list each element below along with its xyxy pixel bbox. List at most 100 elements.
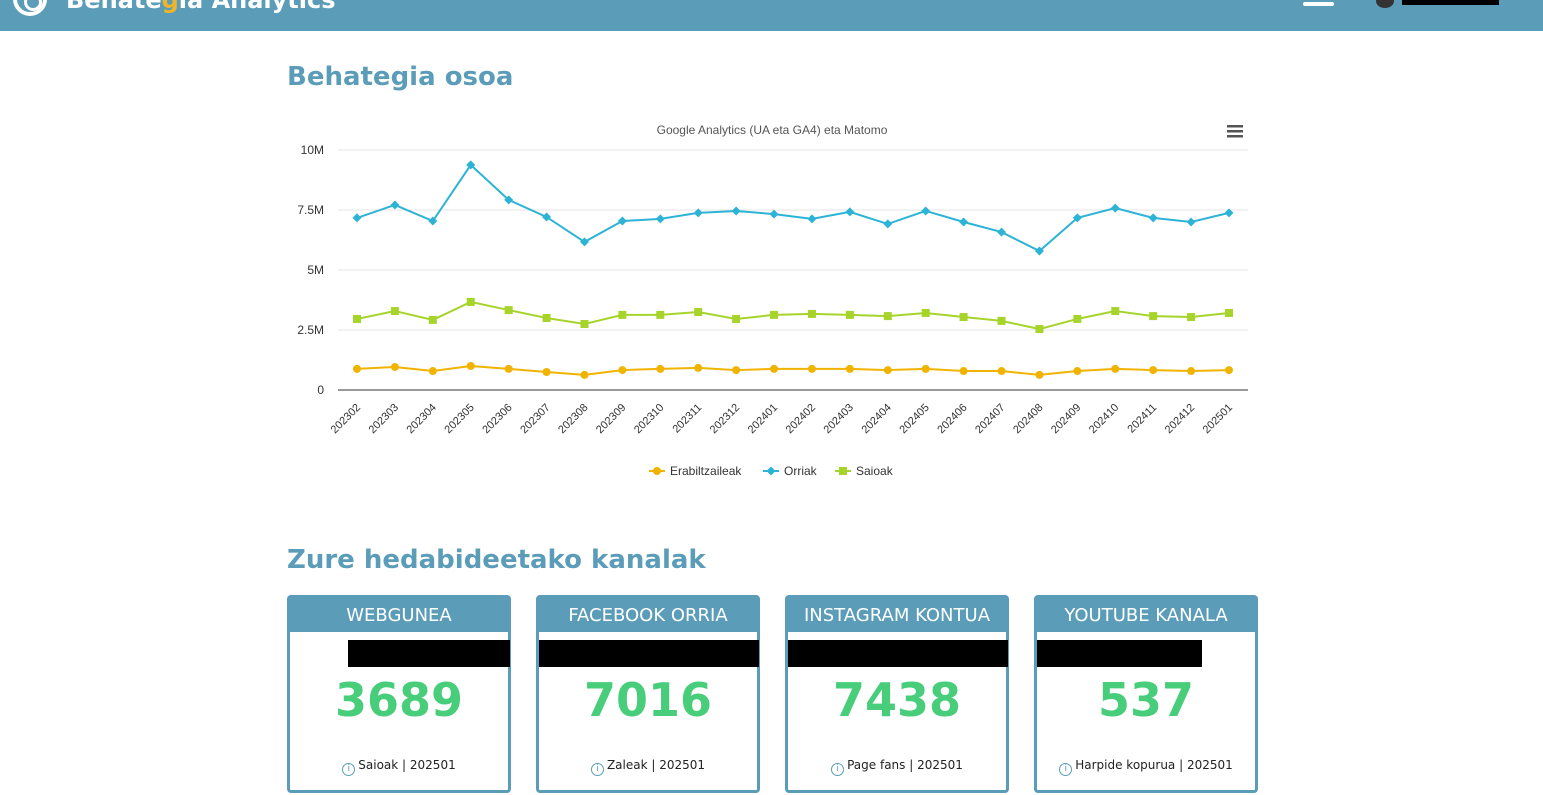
data-point[interactable]: [428, 216, 438, 226]
legend-marker[interactable]: [653, 467, 661, 475]
data-point[interactable]: [353, 364, 361, 373]
chart-menu-icon[interactable]: [1227, 135, 1243, 138]
data-point[interactable]: [1035, 370, 1044, 379]
info-icon[interactable]: i: [831, 763, 845, 776]
data-point[interactable]: [807, 309, 816, 318]
data-point[interactable]: [1149, 366, 1158, 375]
data-point[interactable]: [769, 209, 779, 219]
data-point[interactable]: [466, 160, 476, 170]
data-point[interactable]: [1111, 307, 1120, 316]
data-point[interactable]: [618, 366, 627, 375]
data-point[interactable]: [693, 208, 703, 218]
redacted-name: [1037, 640, 1202, 667]
chart-menu-icon[interactable]: [1227, 125, 1243, 128]
legend-item[interactable]: Saioak: [856, 464, 894, 478]
data-point[interactable]: [579, 237, 589, 247]
data-point[interactable]: [390, 200, 400, 210]
data-point[interactable]: [959, 313, 968, 322]
data-point[interactable]: [845, 364, 854, 373]
data-point[interactable]: [1187, 313, 1196, 322]
info-icon[interactable]: i: [590, 763, 604, 776]
data-point[interactable]: [390, 362, 399, 371]
x-tick-label: 202309: [594, 402, 628, 436]
data-point[interactable]: [731, 206, 741, 216]
user-icon[interactable]: [1376, 0, 1394, 8]
data-point[interactable]: [694, 308, 703, 316]
data-point[interactable]: [1186, 217, 1196, 227]
channel-card[interactable]: YOUTUBE KANALA 537 i Harpide kopurua | 20…: [1034, 595, 1258, 793]
data-point[interactable]: [1035, 325, 1044, 334]
data-point[interactable]: [997, 227, 1007, 237]
data-point[interactable]: [580, 370, 589, 379]
data-point[interactable]: [1224, 208, 1234, 218]
data-point[interactable]: [656, 364, 665, 373]
x-tick-label: 202312: [708, 402, 742, 436]
data-point[interactable]: [466, 362, 475, 370]
data-point[interactable]: [542, 368, 551, 376]
data-point[interactable]: [504, 306, 513, 315]
data-point[interactable]: [617, 216, 627, 226]
channel-card[interactable]: WEBGUNEA 3689 i Saioak | 202501: [287, 595, 511, 793]
data-point[interactable]: [959, 217, 969, 227]
data-point[interactable]: [883, 366, 892, 375]
data-point[interactable]: [1110, 203, 1120, 213]
data-point[interactable]: [845, 310, 854, 319]
data-point[interactable]: [504, 364, 513, 373]
info-icon[interactable]: i: [342, 763, 356, 776]
data-point[interactable]: [618, 310, 627, 319]
legend-marker[interactable]: [839, 467, 847, 475]
data-point[interactable]: [883, 312, 892, 321]
data-point[interactable]: [390, 307, 399, 316]
data-point[interactable]: [466, 297, 475, 306]
legend-item[interactable]: Erabiltzaileak: [670, 464, 742, 478]
data-point[interactable]: [504, 195, 514, 205]
info-icon[interactable]: i: [1059, 763, 1073, 776]
channel-card[interactable]: INSTAGRAM KONTUA 7438 i Page fans | 20250…: [785, 595, 1009, 793]
data-point[interactable]: [921, 364, 930, 373]
brand-title[interactable]: Behategia Analytics: [66, 0, 336, 14]
data-point[interactable]: [770, 310, 779, 319]
channel-card[interactable]: FACEBOOK ORRIA 7016 i Zaleak | 202501: [536, 595, 760, 793]
data-point[interactable]: [1111, 364, 1120, 373]
data-point[interactable]: [807, 214, 817, 224]
data-point[interactable]: [656, 310, 665, 319]
data-point[interactable]: [694, 363, 703, 372]
data-point[interactable]: [807, 364, 816, 373]
data-point[interactable]: [542, 314, 551, 322]
data-point[interactable]: [883, 219, 893, 229]
data-point[interactable]: [1034, 246, 1044, 256]
data-point[interactable]: [1149, 312, 1158, 321]
legend-marker[interactable]: [766, 466, 776, 476]
data-point[interactable]: [997, 316, 1006, 325]
data-point[interactable]: [732, 314, 741, 323]
data-point[interactable]: [1073, 367, 1082, 376]
data-point[interactable]: [542, 212, 552, 222]
chart-menu-icon[interactable]: [1227, 130, 1243, 133]
data-point[interactable]: [1225, 366, 1233, 375]
data-point[interactable]: [1073, 314, 1082, 323]
chart-title: Google Analytics (UA eta GA4) eta Matomo: [657, 123, 888, 137]
legend-item[interactable]: Orriak: [784, 464, 818, 478]
data-point[interactable]: [1187, 367, 1196, 376]
data-point[interactable]: [1225, 308, 1233, 317]
data-point[interactable]: [732, 366, 741, 375]
data-point[interactable]: [428, 367, 437, 376]
user-name-redacted[interactable]: [1402, 0, 1499, 5]
y-tick-label: 7.5M: [297, 203, 324, 217]
data-point[interactable]: [845, 207, 855, 217]
data-point[interactable]: [1148, 213, 1158, 223]
logo-icon[interactable]: [13, 0, 47, 16]
data-point[interactable]: [352, 213, 362, 223]
data-point[interactable]: [921, 206, 931, 216]
x-tick-label: 202401: [746, 402, 780, 436]
data-point[interactable]: [997, 367, 1006, 376]
data-point[interactable]: [770, 364, 779, 373]
data-point[interactable]: [655, 214, 665, 224]
data-point[interactable]: [353, 314, 361, 323]
menu-icon[interactable]: [1303, 2, 1334, 6]
data-point[interactable]: [428, 315, 437, 324]
data-point[interactable]: [1072, 213, 1082, 223]
data-point[interactable]: [921, 308, 930, 317]
data-point[interactable]: [580, 320, 589, 328]
data-point[interactable]: [959, 367, 968, 376]
